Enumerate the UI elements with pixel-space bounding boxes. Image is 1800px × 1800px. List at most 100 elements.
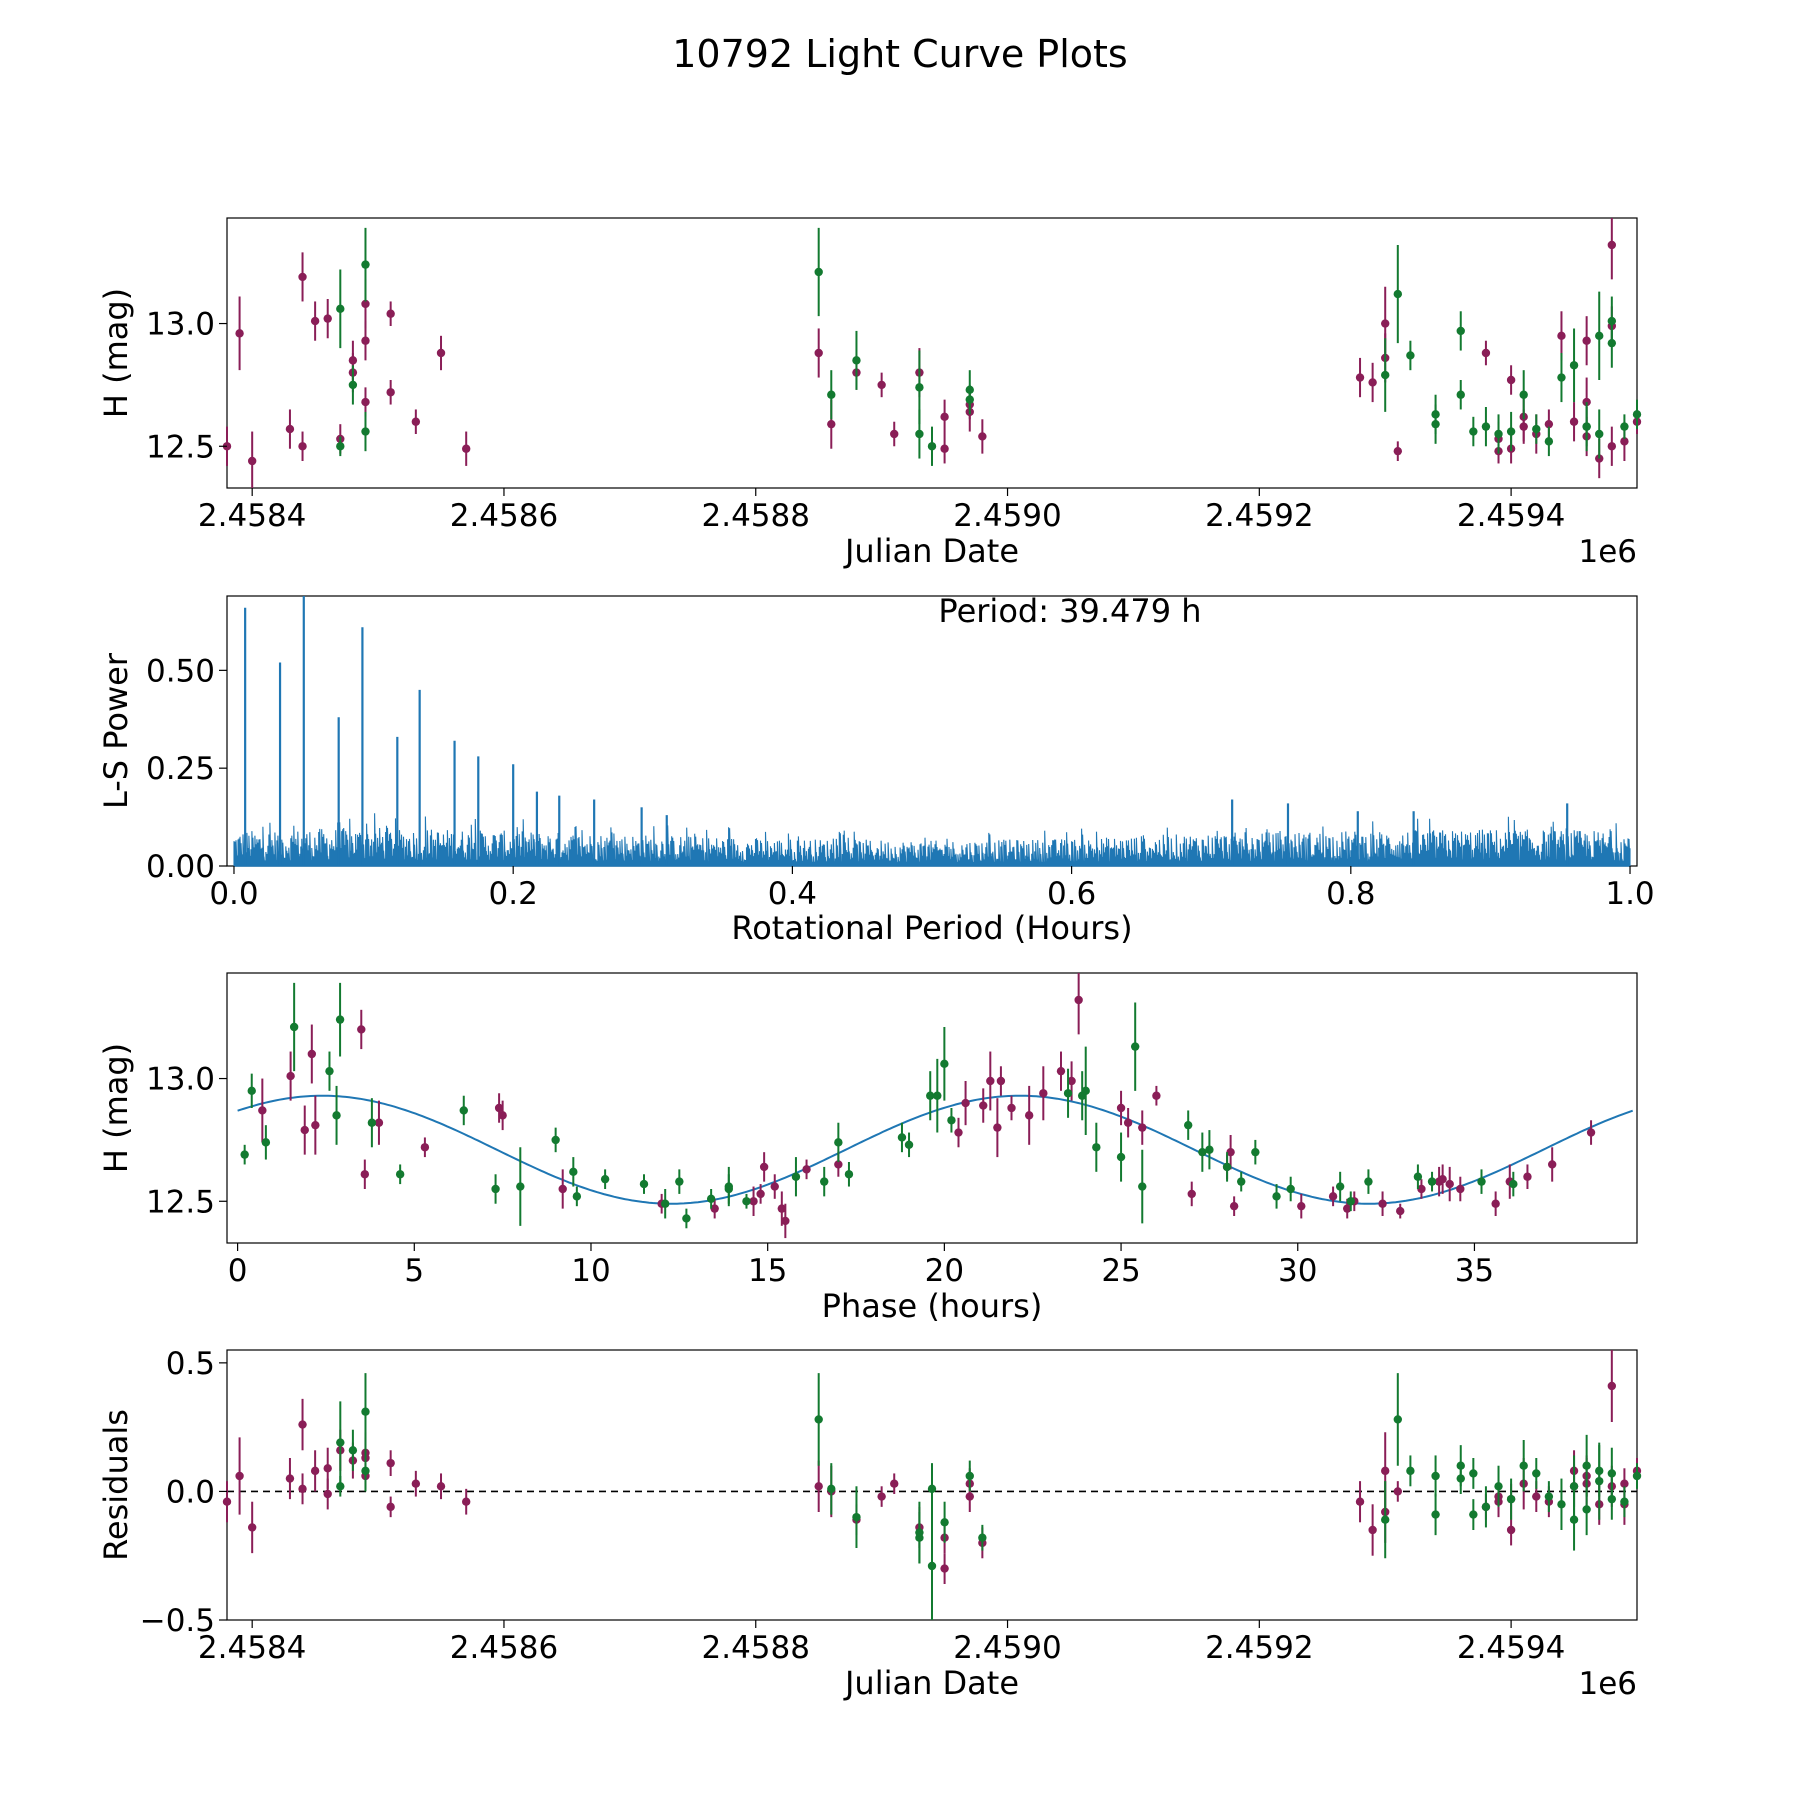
x-tick-label: 2.4592 bbox=[1205, 1630, 1313, 1666]
series-b-point bbox=[1477, 1177, 1486, 1186]
series-a-point bbox=[827, 419, 836, 429]
x-tick-label: 2.4588 bbox=[702, 1630, 810, 1666]
series-b-point bbox=[1519, 1461, 1528, 1470]
series-b-point bbox=[1481, 422, 1491, 431]
series-a-point bbox=[1152, 1091, 1161, 1100]
series-b-point bbox=[1456, 1474, 1465, 1483]
series-a-point bbox=[1523, 1172, 1532, 1181]
series-b-point bbox=[724, 1182, 734, 1191]
series-b-point bbox=[361, 260, 370, 269]
series-a-point bbox=[1582, 336, 1591, 345]
series-b-point bbox=[336, 1482, 345, 1491]
periodogram-noise bbox=[233, 813, 1631, 867]
series-a-point bbox=[411, 1479, 421, 1488]
series-b-point bbox=[1456, 326, 1465, 336]
y-tick-label: 13.0 bbox=[146, 307, 215, 343]
series-b-point bbox=[1494, 1482, 1503, 1491]
series-a-point bbox=[890, 1479, 899, 1488]
series-a-point bbox=[357, 1025, 366, 1034]
series-a-point bbox=[386, 1458, 395, 1468]
series-a-point bbox=[235, 1471, 244, 1481]
y-tick-label: 12.5 bbox=[146, 429, 215, 465]
series-a-point bbox=[1569, 417, 1579, 426]
series-b-point bbox=[1481, 1502, 1491, 1512]
series-b-point bbox=[1406, 1466, 1415, 1476]
panel-phase-fold-plot bbox=[237, 973, 1634, 1239]
series-a-point bbox=[310, 316, 320, 326]
series-b-point bbox=[1607, 1494, 1617, 1504]
panel-light-curve-offset: 1e6 bbox=[1578, 534, 1637, 570]
series-a-point bbox=[1417, 1184, 1426, 1194]
series-b-point bbox=[915, 1528, 924, 1537]
series-b-point bbox=[1456, 390, 1465, 399]
series-a-point bbox=[1393, 1487, 1403, 1496]
series-b-point bbox=[1569, 1515, 1579, 1524]
series-b-point bbox=[1544, 1492, 1554, 1501]
series-b-point bbox=[947, 1116, 956, 1125]
series-a-point bbox=[1445, 1179, 1454, 1189]
series-b-point bbox=[1431, 1510, 1440, 1519]
series-b-point bbox=[660, 1199, 670, 1208]
x-tick-label: 2.4586 bbox=[450, 498, 558, 534]
series-a-point bbox=[1438, 1174, 1447, 1184]
series-b-point bbox=[706, 1194, 716, 1204]
series-a-point bbox=[1532, 1492, 1541, 1501]
x-tick-label: 0 bbox=[228, 1253, 248, 1289]
series-a-point bbox=[749, 1197, 758, 1206]
series-a-point bbox=[235, 329, 244, 338]
series-a-point bbox=[1519, 422, 1528, 431]
series-a-point bbox=[993, 1123, 1002, 1132]
series-a-point bbox=[298, 1484, 307, 1494]
series-b-point bbox=[927, 1561, 937, 1571]
series-b-point bbox=[1469, 427, 1478, 436]
series-b-point bbox=[639, 1179, 649, 1189]
x-tick-label: 35 bbox=[1455, 1253, 1494, 1289]
series-b-point bbox=[336, 1438, 345, 1447]
series-a-point bbox=[1607, 1381, 1617, 1391]
series-b-point bbox=[1413, 1172, 1423, 1181]
series-a-point bbox=[877, 380, 886, 390]
series-b-point bbox=[600, 1174, 610, 1184]
series-a-point bbox=[1007, 1103, 1016, 1113]
series-a-point bbox=[311, 1120, 320, 1130]
series-b-point bbox=[1557, 373, 1566, 382]
panel-light-curve-axes: 2.4584 2.4586 2.4588 2.4590 2.4592 2.4594 12.5… bbox=[146, 307, 1565, 534]
panel-residuals-ylabel: Residuals bbox=[97, 1409, 135, 1561]
series-a-point bbox=[1343, 1204, 1352, 1213]
series-a-point bbox=[1226, 1147, 1235, 1157]
series-a-point bbox=[1381, 1466, 1390, 1476]
series-b-point bbox=[1506, 427, 1516, 436]
series-b-point bbox=[1582, 1505, 1591, 1514]
series-a-point bbox=[802, 1165, 811, 1174]
series-a-point bbox=[494, 1103, 504, 1113]
panel-light-curve-plot bbox=[222, 218, 1642, 488]
x-tick-label: 0.0 bbox=[209, 876, 258, 912]
series-a-point bbox=[361, 397, 370, 407]
series-b-point bbox=[336, 304, 345, 314]
series-a-point bbox=[298, 442, 307, 451]
series-a-point bbox=[1039, 1089, 1048, 1098]
series-b-point bbox=[1544, 437, 1554, 446]
panel-phase-fold-axes: 0 5 10 15 20 25 30 35 12.5 13.0 bbox=[146, 1062, 1494, 1289]
series-a-point bbox=[986, 1076, 995, 1086]
y-tick-label: 0.50 bbox=[146, 653, 215, 689]
panel-phase-fold: 0 5 10 15 20 25 30 35 12.5 13.0 Phase (hours) H (… bbox=[97, 972, 1638, 1325]
series-b-point bbox=[1532, 424, 1541, 434]
panel-periodogram: 0.0 0.2 0.4 0.6 0.8 1.0 0.00 0.25 0.50 Period: 3… bbox=[97, 592, 1655, 947]
series-a-point bbox=[360, 1170, 370, 1179]
series-b-point bbox=[1364, 1177, 1373, 1186]
x-tick-label: 0.6 bbox=[1047, 876, 1096, 912]
panel-periodogram-frame bbox=[226, 595, 1638, 867]
x-tick-label: 30 bbox=[1278, 1253, 1317, 1289]
panel-light-curve-ylabel: H (mag) bbox=[97, 288, 135, 418]
series-a-point bbox=[323, 1489, 332, 1499]
series-a-point bbox=[1116, 1103, 1126, 1113]
series-b-point bbox=[1116, 1152, 1126, 1162]
series-b-point bbox=[940, 1518, 949, 1527]
series-b-point bbox=[820, 1177, 829, 1186]
series-a-point bbox=[1620, 1479, 1629, 1488]
series-b-point bbox=[459, 1106, 468, 1115]
series-a-point bbox=[710, 1204, 719, 1213]
x-tick-label: 1.0 bbox=[1605, 876, 1654, 912]
x-tick-label: 2.4592 bbox=[1205, 498, 1313, 534]
